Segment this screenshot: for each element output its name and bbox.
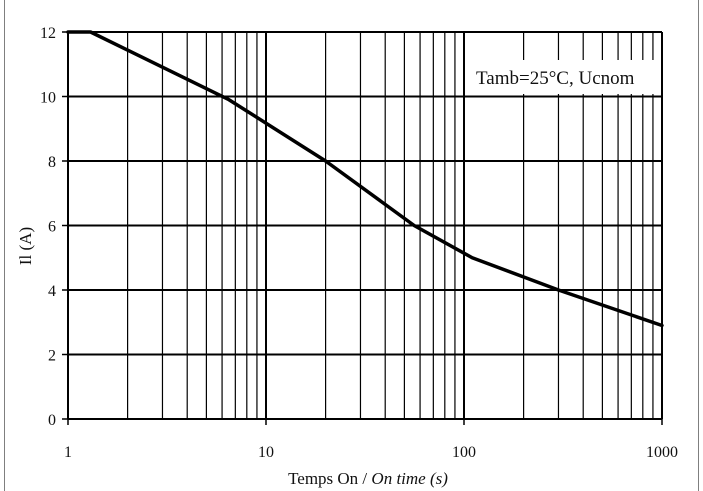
x-axis-label-main: Temps On / (288, 469, 371, 488)
y-axis-label: Il (A) (16, 227, 35, 265)
y-tick-label: 4 (48, 283, 56, 300)
annotation-text: Tamb=25°C, Ucnom (476, 68, 635, 89)
axis-layer (62, 31, 663, 425)
x-tick-label: 1 (64, 444, 72, 461)
y-tick-label: 10 (40, 90, 56, 107)
x-tick-label: 10 (258, 444, 274, 461)
y-tick-label: 8 (48, 154, 56, 171)
y-tick-label: 0 (48, 412, 56, 429)
x-tick-label: 1000 (646, 444, 678, 461)
x-tick-label: 100 (452, 444, 476, 461)
y-tick-label: 6 (48, 219, 56, 236)
series-layer (66, 30, 664, 328)
right-frame-line (698, 0, 699, 491)
x-axis-label: Temps On / On time (s) (288, 469, 448, 488)
series-line (66, 30, 664, 328)
y-tick-label: 2 (48, 348, 56, 365)
label-layer: 1 10 100 1000 0 2 4 6 8 10 12 (40, 25, 678, 461)
y-tick-label: 12 (40, 25, 56, 42)
x-axis-label-italic: On time (s) (371, 469, 448, 488)
annotation-box (472, 60, 654, 94)
left-frame-line (4, 0, 5, 491)
